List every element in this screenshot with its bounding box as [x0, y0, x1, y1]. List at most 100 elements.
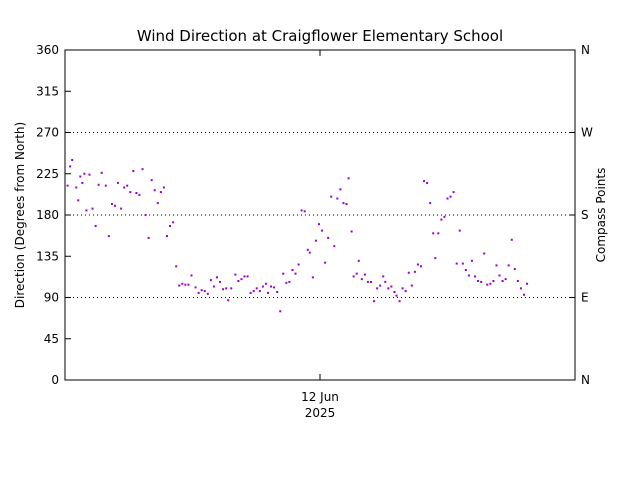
data-point	[178, 284, 181, 287]
data-point	[66, 184, 69, 187]
compass-tick-label: N	[581, 43, 590, 57]
data-point	[501, 280, 504, 282]
data-point	[200, 289, 203, 292]
data-point	[336, 197, 339, 200]
data-point	[363, 273, 366, 276]
data-point	[175, 265, 178, 268]
plot-frame	[64, 49, 576, 381]
x-tick-label: 12 Jun	[301, 390, 339, 404]
data-point	[88, 173, 91, 176]
data-point	[252, 290, 255, 293]
data-point	[156, 202, 159, 205]
data-point	[266, 291, 269, 294]
data-point	[321, 229, 324, 232]
data-point	[297, 263, 300, 266]
data-point	[209, 279, 212, 282]
left-tick-label: 315	[36, 84, 59, 98]
data-point	[288, 280, 291, 283]
data-point	[243, 275, 246, 278]
data-point	[117, 181, 120, 184]
data-point	[227, 299, 230, 302]
data-point	[419, 265, 422, 268]
data-point	[132, 170, 135, 172]
x-axis-ticks: 12 Jun 2025	[301, 50, 339, 420]
data-point	[141, 168, 144, 171]
data-point	[434, 257, 437, 260]
data-point	[153, 189, 156, 192]
data-point	[279, 310, 282, 313]
data-point	[123, 186, 126, 189]
data-point	[77, 199, 80, 202]
data-point	[285, 281, 288, 284]
data-point	[443, 215, 446, 218]
data-point	[370, 280, 372, 283]
data-point	[452, 191, 455, 194]
data-point	[510, 238, 513, 241]
data-point	[483, 252, 486, 255]
data-point	[194, 286, 197, 289]
data-point	[449, 195, 452, 198]
data-point	[379, 284, 382, 287]
data-point	[426, 181, 429, 184]
data-point	[212, 285, 215, 288]
data-point	[276, 291, 279, 293]
data-point	[373, 300, 376, 303]
data-point	[455, 262, 458, 265]
data-point	[306, 248, 309, 251]
data-point	[120, 207, 123, 210]
data-point	[516, 280, 519, 282]
data-point	[324, 261, 327, 264]
data-point	[458, 229, 461, 232]
data-point	[308, 251, 311, 254]
data-point	[215, 276, 218, 279]
gridlines	[65, 132, 575, 298]
data-point	[395, 294, 398, 297]
data-point	[94, 225, 97, 227]
data-point	[258, 290, 261, 293]
data-point	[234, 273, 237, 276]
data-point	[398, 300, 401, 303]
data-point	[339, 188, 342, 191]
data-point	[347, 177, 350, 180]
data-point	[489, 282, 492, 285]
data-point	[249, 291, 252, 294]
data-point	[327, 236, 330, 239]
compass-tick-label: S	[581, 208, 589, 222]
data-point	[91, 207, 94, 210]
data-point	[519, 287, 522, 290]
data-point	[203, 290, 206, 293]
data-point	[230, 287, 233, 290]
data-point	[206, 292, 209, 295]
data-point	[360, 278, 363, 281]
data-point	[135, 192, 138, 194]
data-point	[352, 275, 355, 278]
data-point	[480, 280, 483, 283]
data-point	[382, 275, 385, 278]
data-point	[317, 223, 320, 226]
data-point	[222, 288, 225, 291]
x-tick-sublabel: 2025	[305, 406, 336, 420]
compass-tick-label: E	[581, 291, 589, 305]
left-tick-label: 0	[51, 373, 59, 387]
data-point	[345, 203, 348, 205]
data-point	[184, 283, 187, 286]
left-tick-label: 90	[44, 291, 59, 305]
data-point	[384, 280, 387, 283]
data-point	[79, 175, 82, 178]
data-point	[413, 270, 416, 273]
data-point	[498, 274, 501, 277]
data-point	[113, 204, 116, 207]
left-axis-ticks: 0 45 90 135 180 225 270 315 360	[36, 43, 71, 387]
compass-axis-ticks: N E S W N	[569, 43, 593, 387]
data-point	[300, 209, 303, 212]
data-point	[303, 210, 306, 213]
data-point	[350, 230, 353, 233]
data-point	[83, 172, 86, 175]
data-point	[393, 291, 396, 293]
data-point	[464, 269, 467, 271]
data-point	[342, 202, 345, 205]
data-point	[523, 293, 525, 296]
data-point	[181, 282, 184, 285]
left-tick-label: 135	[36, 249, 59, 263]
